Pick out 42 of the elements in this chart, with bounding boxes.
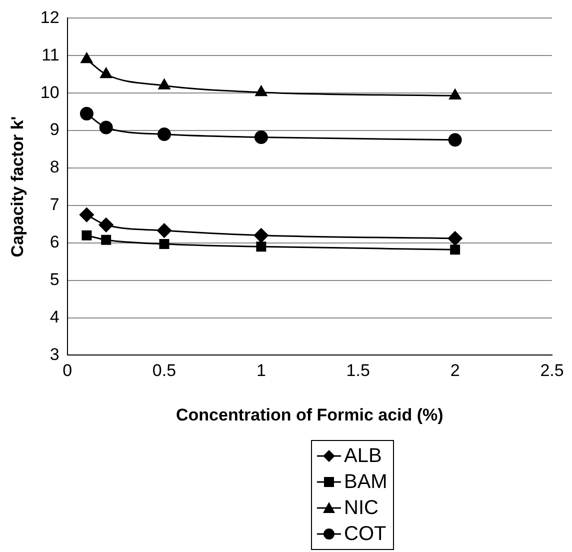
point: [450, 244, 460, 255]
point: [448, 231, 462, 246]
legend-label: BAM: [344, 470, 388, 495]
point: [158, 78, 170, 90]
point: [255, 86, 268, 96]
point: [157, 223, 172, 238]
point: [100, 68, 112, 78]
x-tick-label: 2.5: [540, 361, 564, 380]
x-tick-label: 1: [256, 361, 266, 380]
x-tick-label: 0.5: [152, 361, 176, 380]
point: [80, 52, 93, 64]
x-tick-label: 0: [62, 361, 72, 380]
y-tick-label: 11: [42, 45, 60, 64]
y-tick-label: 7: [50, 195, 60, 214]
point: [101, 234, 112, 245]
point: [254, 228, 268, 243]
point: [256, 242, 266, 252]
y-tick-label: 4: [50, 307, 60, 326]
y-tick-label: 10: [40, 82, 60, 102]
y-tick-label: 8: [50, 158, 60, 177]
point: [254, 130, 268, 144]
y-tick-label: 9: [50, 120, 60, 140]
legend-label: NIC: [344, 496, 378, 521]
point: [449, 88, 462, 100]
point: [98, 218, 114, 232]
point: [80, 106, 94, 120]
point: [82, 230, 92, 240]
x-axis-title: Concentration of Formic acid (%): [176, 405, 444, 424]
y-tick-label: 5: [50, 270, 60, 289]
x-tick-label: 2: [450, 361, 460, 380]
y-axis-title: Capacity factor k': [8, 116, 27, 258]
point: [448, 133, 462, 147]
y-tick-label: 3: [50, 344, 60, 364]
point: [159, 239, 170, 249]
y-tick-label: 6: [50, 232, 60, 252]
x-tick-label: 1.5: [346, 361, 370, 380]
point: [158, 128, 171, 142]
legend-label: COT: [344, 522, 386, 547]
legend-label: ALB: [344, 444, 382, 469]
y-tick-label: 12: [40, 8, 60, 27]
point: [99, 120, 113, 134]
point: [79, 208, 94, 222]
